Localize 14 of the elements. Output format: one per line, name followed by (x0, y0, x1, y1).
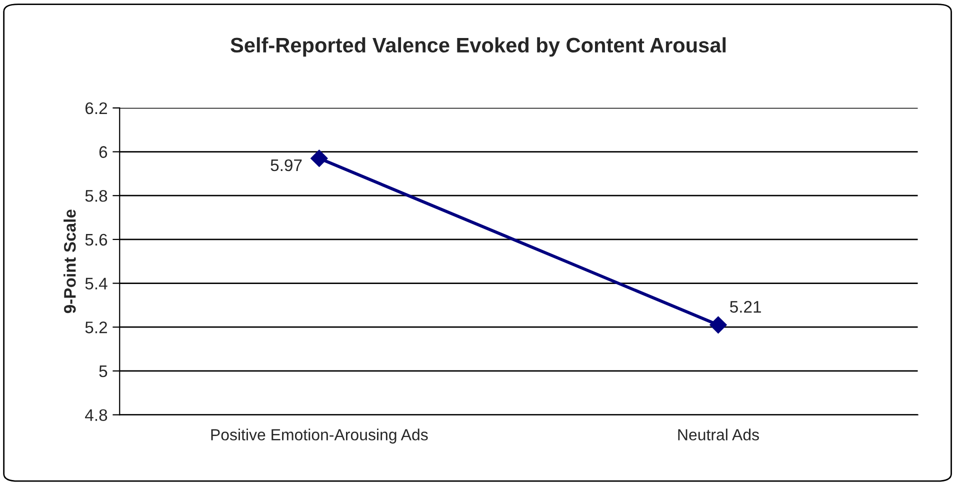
chart-title: Self-Reported Valence Evoked by Content Arousal (230, 37, 726, 57)
y-tick-label: 4.8 (85, 409, 108, 421)
y-tick-label: 5.8 (85, 190, 108, 202)
y-tick-label: 6.2 (86, 102, 107, 114)
x-tick-label: Neutral Ads (678, 428, 759, 440)
y-tick-label: 5 (99, 366, 108, 378)
y-tick-label: 6 (99, 146, 108, 158)
data-label: 5.21 (730, 300, 761, 313)
y-tick-label: 5.2 (85, 322, 107, 334)
y-tick-label: 5.6 (85, 234, 108, 246)
y-tick-label: 5.4 (85, 278, 108, 290)
x-tick-label: Positive Emotion-Arousing Ads (211, 428, 428, 444)
y-axis-title: 9-Point Scale (64, 210, 76, 314)
data-label: 5.97 (270, 159, 302, 172)
